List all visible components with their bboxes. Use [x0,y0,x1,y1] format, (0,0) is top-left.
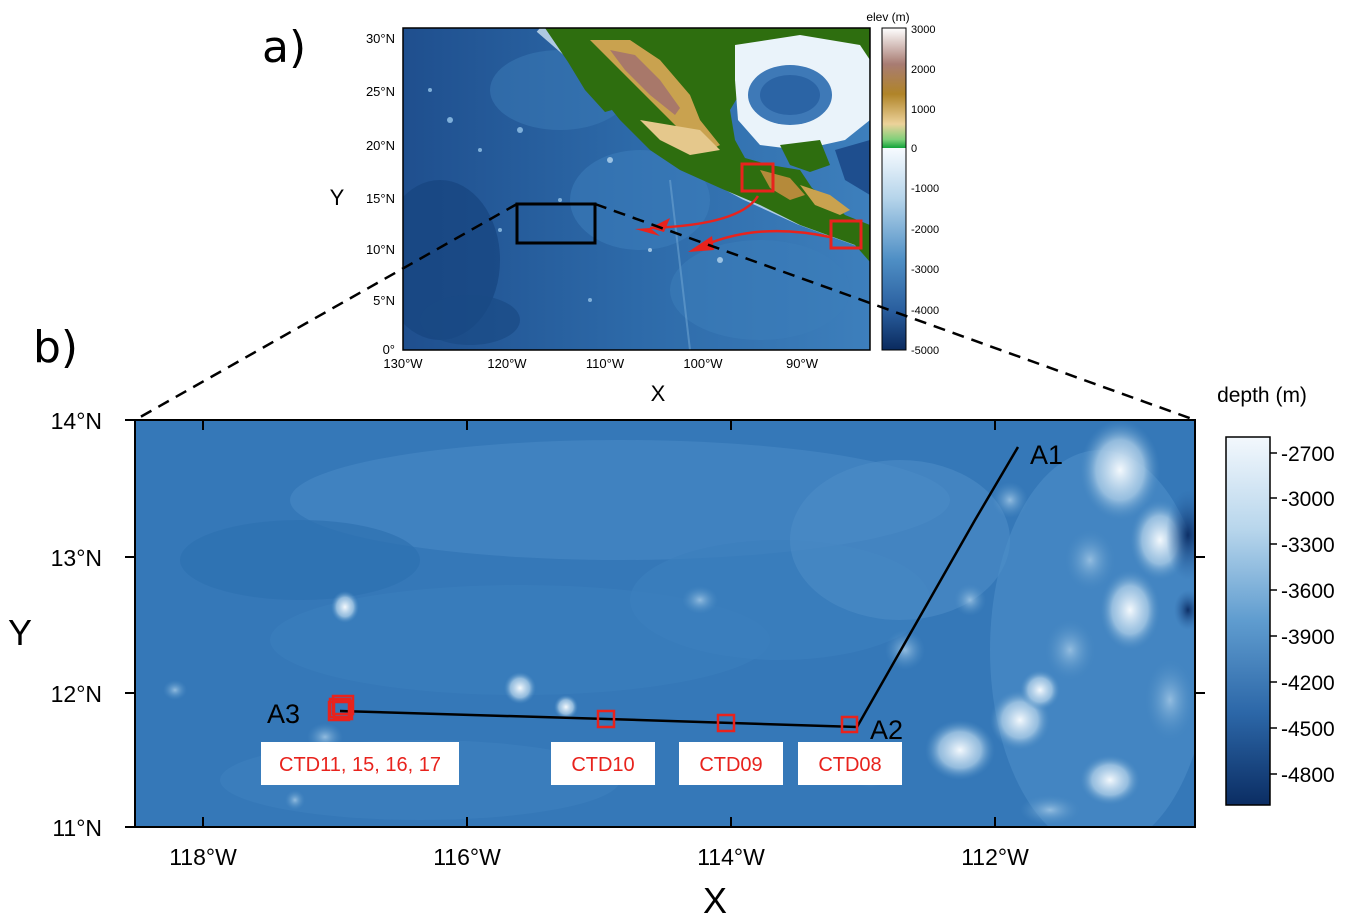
ctd-label-box [261,742,459,785]
arrow-head-icon [688,236,714,252]
panel-b-frame [134,419,1196,828]
y-tick: 25°N [366,84,395,99]
x-tick: 112°W [961,844,1029,870]
panel-a-colorbar-title: elev (m) [866,10,909,24]
cb-tick: -1000 [911,183,939,195]
arrow-head-icon [650,218,670,232]
panel-a-x-axis: 130°W 120°W 110°W 100°W 90°W [383,356,818,371]
cb-tick: 0 [911,143,917,155]
y-tick: 0° [383,342,395,357]
panel-b-x-axis: 118°W 116°W 114°W 112°W [169,844,1029,870]
y-tick: 10°N [366,242,395,257]
panel-b-label: b) [33,322,78,373]
depth-colorbar [1225,436,1271,806]
panel-b-x-label: X [703,880,727,920]
panel-a-label: a) [262,22,306,73]
ctd-label-box [679,742,783,785]
y-tick: 13°N [51,545,102,571]
cb-tick: -3900 [1281,626,1335,649]
source-box-papagayo [829,219,863,250]
cb-tick: -3300 [1281,534,1335,557]
panel-a-map [403,28,870,350]
depth-colorbar-labels: -2700 -3000 -3300 -3600 -3900 -4200 -450… [1281,443,1335,787]
panel-b-tick-marks [125,419,1205,828]
source-box-tehuantepec [740,162,775,193]
panel-a-y-axis: 30°N 25°N 20°N 15°N 10°N 5°N 0° [366,31,395,357]
cb-tick: -5000 [911,345,939,357]
y-tick: 15°N [366,191,395,206]
panel-b-colorbar-title: depth (m) [1217,384,1307,407]
x-tick: 110°W [586,356,625,371]
arrow-papagayo [704,229,831,247]
elev-colorbar-ticks: 3000 2000 1000 0 -1000 -2000 -3000 -4000… [911,24,939,357]
cb-tick: -4800 [1281,764,1335,787]
elev-colorbar-land [882,28,906,148]
baja-land [545,28,612,112]
cb-tick: -3000 [1281,488,1335,511]
x-tick: 118°W [169,844,237,870]
elev-colorbar-ocean [882,148,906,350]
station-marker-ctd08 [840,715,859,734]
x-tick: 90°W [786,356,819,371]
ctd-label-09: CTD09 [699,754,762,776]
station-marker-ctd09 [716,713,736,733]
panel-a-frame [402,27,871,351]
zoom-line-left [134,202,518,422]
cb-tick: 3000 [911,24,935,36]
panel-a-y-label: Y [330,185,345,210]
ctd-label-box [551,742,655,785]
cb-tick: -4200 [1281,672,1335,695]
x-tick: 116°W [433,844,501,870]
y-tick: 12°N [51,681,102,707]
arrow-tehuantepec [649,195,760,230]
cb-tick: 2000 [911,64,935,76]
y-tick: 5°N [373,293,395,308]
zoom-line-right [594,202,1196,422]
panel-b-map [135,420,1195,827]
cb-tick: 1000 [911,104,935,116]
y-tick: 11°N [52,815,102,841]
ctd-label-08: CTD08 [818,754,881,776]
x-tick: 130°W [383,356,423,371]
cb-tick: -4500 [1281,718,1335,741]
station-marker-ctd10 [596,709,616,729]
x-tick: 100°W [683,356,723,371]
ctd-label-10: CTD10 [571,754,634,776]
cb-tick: -4000 [911,305,939,317]
ctd-label-box [798,742,902,785]
study-area-box [515,202,597,245]
cb-tick: -3000 [911,264,939,276]
y-tick: 30°N [366,31,395,46]
ctd-label-11-15-16-17: CTD11, 15, 16, 17 [279,754,441,776]
y-tick: 20°N [366,138,395,153]
cb-tick: -3600 [1281,580,1335,603]
panel-b-y-label: Y [8,612,32,653]
cb-tick: -2000 [911,224,939,236]
depth-colorbar-ticks [1270,452,1277,775]
point-label-a1: A1 [1030,440,1063,470]
panel-a-x-label: X [651,381,666,406]
point-label-a2: A2 [870,715,903,745]
station-marker-ctd17 [332,699,354,721]
cb-tick: -2700 [1281,443,1335,466]
x-tick: 114°W [697,844,765,870]
panel-b-y-axis: 14°N 13°N 12°N 11°N [51,408,102,841]
ctd-stations [327,694,859,734]
y-tick: 14°N [51,408,102,434]
x-tick: 120°W [487,356,527,371]
elev-colorbar-frame [881,27,907,351]
point-label-a3: A3 [267,699,300,729]
